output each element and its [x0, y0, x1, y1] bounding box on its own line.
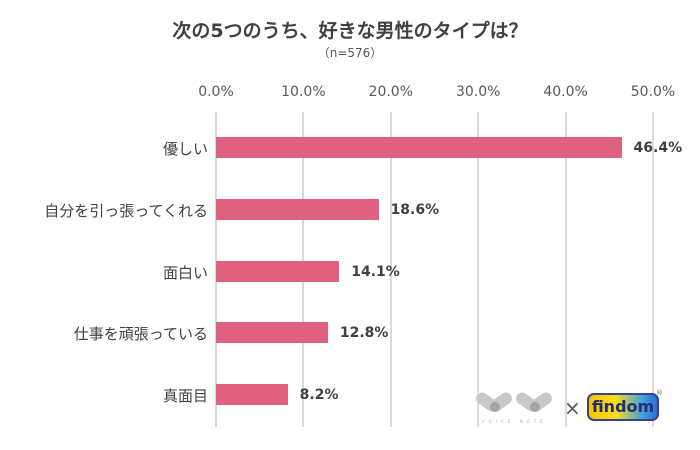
category-label: 自分を引っ張ってくれる — [44, 202, 208, 220]
findom-logo: findom — [587, 393, 659, 421]
bar — [216, 384, 288, 405]
bar — [216, 261, 340, 282]
chart-subtitle: （n=576） — [317, 46, 383, 60]
category-label: 仕事を頑張っている — [73, 325, 208, 343]
gridline — [652, 112, 654, 427]
category-label: 面白い — [162, 264, 208, 282]
voice-note-logo-icon — [475, 392, 557, 422]
chart-title: 次の5つのうち、好きな男性のタイプは？ — [172, 20, 528, 42]
collab-separator: × — [564, 396, 581, 420]
value-label: 12.8% — [339, 325, 389, 341]
bar — [216, 322, 328, 343]
x-tick-label: 10.0% — [281, 84, 326, 100]
gridline — [564, 112, 567, 427]
value-label: 46.4% — [633, 140, 683, 156]
x-tick-label: 40.0% — [543, 84, 588, 100]
bar — [216, 137, 622, 158]
x-tick-label: 20.0% — [368, 84, 414, 100]
gridline — [389, 112, 392, 427]
category-label: 真面目 — [162, 387, 208, 405]
voice-note-text: VOICE NOTE — [482, 419, 547, 424]
x-tick-label: 30.0% — [455, 84, 501, 100]
value-label: 14.1% — [351, 264, 400, 280]
x-tick-label: 0.0% — [198, 84, 234, 100]
value-label: 18.6% — [390, 202, 440, 218]
value-label: 8.2% — [299, 387, 339, 403]
category-label: 優しい — [162, 140, 208, 158]
gridline — [477, 112, 480, 427]
x-tick-label: 50.0% — [630, 84, 676, 100]
registered-mark: ® — [656, 389, 663, 397]
bar — [216, 199, 379, 220]
